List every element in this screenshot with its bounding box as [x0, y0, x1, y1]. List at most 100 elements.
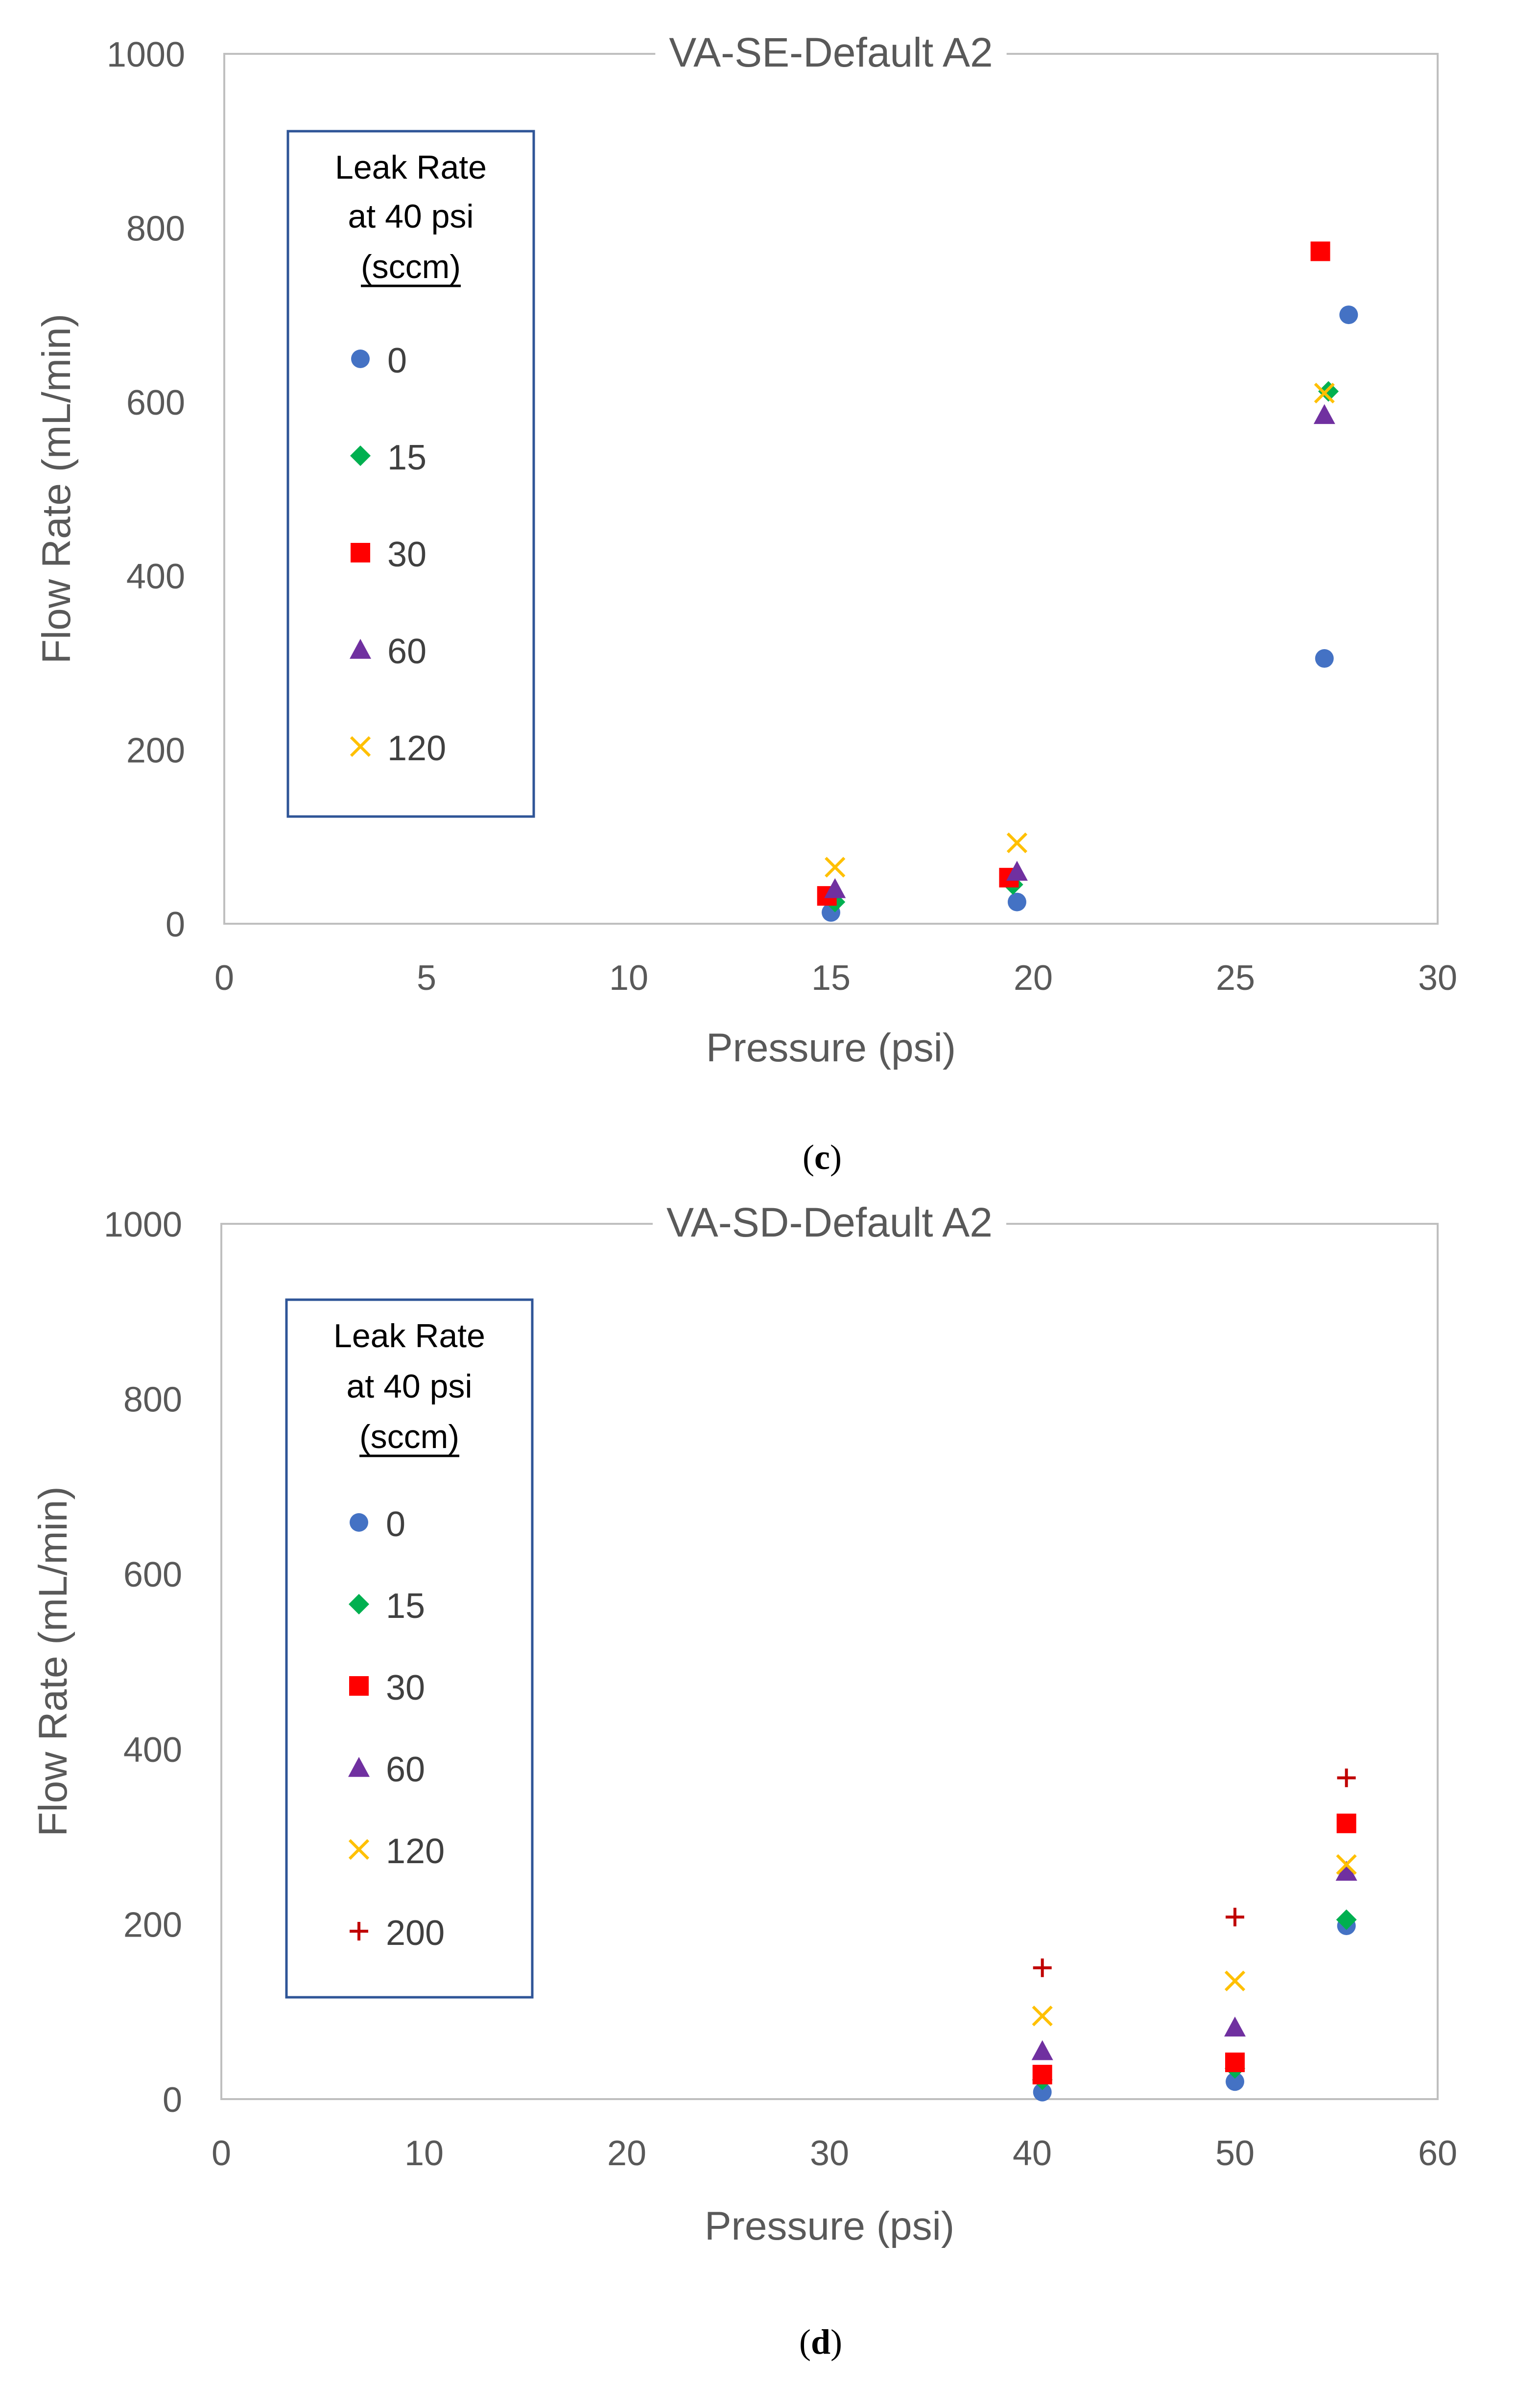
- legend-title-line: (sccm): [361, 248, 461, 285]
- x-tick-label: 50: [1215, 2134, 1255, 2173]
- x-tick-label: 20: [1014, 959, 1053, 998]
- data-point: [1339, 305, 1358, 325]
- data-point: [1336, 1813, 1356, 1833]
- data-point: [1006, 861, 1028, 881]
- y-axis-title: Flow Rate (mL/min): [31, 1486, 75, 1836]
- x-tick-label: 0: [214, 959, 234, 998]
- legend-label: 120: [386, 1832, 445, 1871]
- data-point: [1033, 2082, 1052, 2102]
- x-tick-label: 30: [1418, 959, 1457, 998]
- x-tick-label: 20: [607, 2134, 646, 2173]
- legend-label: 60: [387, 632, 426, 671]
- y-tick-label: 800: [123, 1380, 182, 1420]
- data-point: [1032, 2064, 1052, 2084]
- x-tick-label: 5: [417, 959, 436, 998]
- chart-title: VA-SE-Default A2: [669, 29, 993, 75]
- legend-marker: [350, 445, 371, 466]
- data-point: [1032, 2006, 1053, 2027]
- data-point: [1007, 892, 1026, 912]
- y-tick-label: 200: [126, 731, 185, 771]
- data-point: [1031, 2040, 1053, 2060]
- series-120: [1032, 1854, 1357, 2027]
- y-tick-label: 1000: [104, 1205, 182, 1244]
- legend-marker: [350, 639, 371, 659]
- data-point: [1337, 1768, 1356, 1787]
- series-60: [824, 404, 1335, 898]
- x-tick-label: 10: [609, 959, 648, 998]
- series-0: [822, 305, 1358, 922]
- data-point: [1313, 404, 1335, 424]
- legend-marker: [349, 1676, 369, 1696]
- data-point: [1310, 241, 1330, 261]
- panel-label-letter: c: [814, 1138, 830, 1177]
- y-tick-label: 0: [163, 2081, 182, 2120]
- y-tick-label: 1000: [107, 35, 185, 74]
- x-tick-label: 30: [810, 2134, 849, 2173]
- data-point: [1336, 1854, 1357, 1875]
- chart-title: VA-SD-Default A2: [666, 1199, 993, 1245]
- legend-marker: [351, 350, 370, 368]
- legend-box: [285, 1298, 534, 1999]
- chart-title-background: [652, 1199, 1007, 1248]
- series-120: [825, 382, 1335, 878]
- legend-label: 30: [387, 535, 426, 574]
- series-0: [1033, 1916, 1356, 2102]
- y-tick-label: 600: [126, 383, 185, 422]
- data-point: [1006, 832, 1028, 853]
- series-30: [1032, 1813, 1356, 2084]
- panel-label: (d): [799, 2322, 842, 2361]
- legend-marker: [350, 1922, 368, 1940]
- panel-label: (c): [803, 1138, 842, 1177]
- panel-label-letter: d: [811, 2322, 830, 2361]
- chart-title-background: [655, 29, 1007, 78]
- legend-marker: [348, 1757, 370, 1777]
- y-tick-label: 0: [166, 905, 185, 944]
- data-point: [1336, 1909, 1357, 1930]
- data-point: [1315, 649, 1334, 668]
- x-axis-title: Pressure (psi): [706, 1026, 956, 1070]
- y-axis-title: Flow Rate (mL/min): [34, 314, 79, 664]
- legend-label: 0: [387, 341, 407, 380]
- legend-label: 120: [387, 729, 446, 768]
- x-tick-label: 60: [1418, 2134, 1457, 2173]
- legend-title-line: at 40 psi: [346, 1368, 472, 1405]
- legend-title-line: Leak Rate: [335, 149, 487, 186]
- data-point: [1318, 381, 1339, 402]
- series-30: [817, 241, 1330, 906]
- x-tick-label: 10: [404, 2134, 444, 2173]
- data-point: [1314, 382, 1335, 404]
- legend-box: [286, 130, 535, 818]
- data-point: [1226, 2072, 1244, 2091]
- x-tick-label: 15: [811, 959, 851, 998]
- legend-marker: [348, 1839, 370, 1860]
- data-point: [1226, 1908, 1244, 1927]
- x-tick-label: 40: [1013, 2134, 1052, 2173]
- y-tick-label: 400: [126, 557, 185, 596]
- series-200: [1033, 1768, 1356, 1977]
- data-point: [1224, 2016, 1246, 2037]
- legend: Leak Rate at 40 psi (sccm) 0 15 30 60 120: [286, 130, 535, 818]
- series-15: [825, 381, 1339, 912]
- y-tick-label: 400: [123, 1730, 182, 1770]
- legend-title-line: Leak Rate: [333, 1317, 485, 1355]
- y-tick-label: 200: [123, 1905, 182, 1944]
- legend-label: 30: [386, 1668, 425, 1707]
- legend-label: 0: [386, 1505, 405, 1544]
- legend-label: 15: [387, 438, 426, 477]
- legend-label: 200: [386, 1914, 445, 1953]
- legend-label: 15: [386, 1587, 425, 1626]
- x-axis-title: Pressure (psi): [705, 2204, 954, 2248]
- data-point: [824, 878, 846, 898]
- legend: Leak Rate at 40 psi (sccm) 0 15 30 60 120 200: [285, 1298, 534, 1999]
- legend-marker: [351, 543, 370, 562]
- data-point: [1224, 1970, 1246, 1991]
- y-tick-label: 600: [123, 1555, 182, 1594]
- series-60: [1031, 1861, 1357, 2060]
- y-tick-label: 800: [126, 209, 185, 248]
- data-point: [825, 857, 846, 878]
- legend-marker: [350, 1513, 368, 1532]
- legend-marker: [349, 1594, 369, 1614]
- data-point: [1335, 1861, 1357, 1881]
